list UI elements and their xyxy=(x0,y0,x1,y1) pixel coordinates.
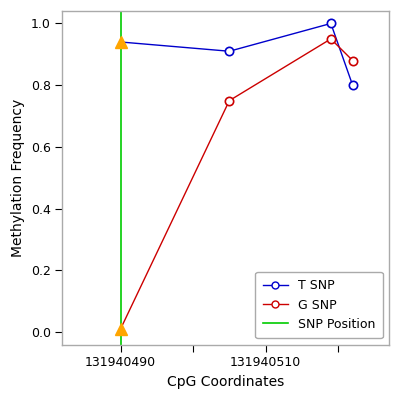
X-axis label: CpG Coordinates: CpG Coordinates xyxy=(167,375,284,389)
Legend: T SNP, G SNP, SNP Position: T SNP, G SNP, SNP Position xyxy=(255,272,383,338)
Y-axis label: Methylation Frequency: Methylation Frequency xyxy=(11,99,25,257)
